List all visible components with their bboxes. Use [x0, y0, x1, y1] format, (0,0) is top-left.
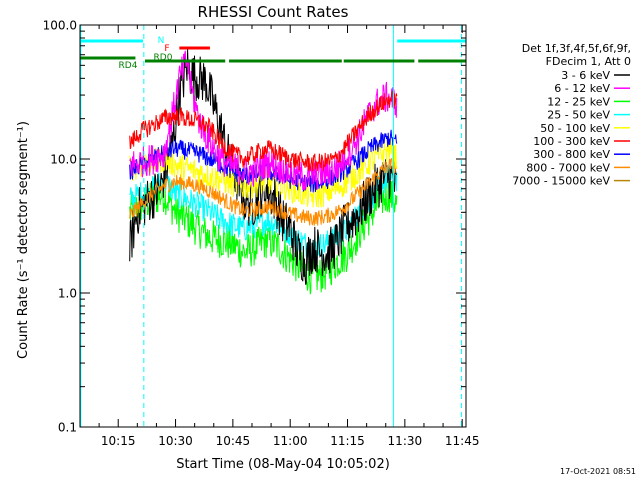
axes: 0.1 1.0 10.0 100.0 10:15 10:30 10:45 11:00 11:15… — [43, 19, 480, 449]
y-tick-label-4: 100.0 — [43, 19, 77, 33]
y-tick-label-2: 1.0 — [58, 287, 77, 301]
y-tick-label-1: 0.1 — [58, 421, 77, 435]
status-bar-label-rd0: RD0 — [154, 53, 173, 63]
legend-entry-label-5: 50 - 100 keV — [540, 122, 610, 135]
y-tick-label-3: 10.0 — [50, 153, 77, 167]
legend-entry-label-4: 25 - 50 keV — [547, 109, 610, 122]
series-line-3 — [129, 177, 398, 295]
status-bar-label-f: F — [164, 44, 169, 54]
series-line-6 — [129, 90, 398, 172]
data-layer — [129, 49, 398, 295]
legend-entry-label-7: 300 - 800 keV — [533, 148, 610, 161]
legend: Det 1f,3f,4f,5f,6f,9f, FDecim 1, Att 0 3… — [512, 42, 631, 188]
series-line-8 — [129, 157, 398, 226]
status-bar-label-n: N — [158, 36, 165, 46]
x-axis-label: Start Time (08-May-04 10:05:02) — [176, 457, 390, 472]
status-bar-label-rd4: RD4 — [119, 61, 138, 71]
x-tick-label-3: 10:45 — [216, 434, 251, 448]
footer-timestamp: 17-Oct-2021 08:51 — [560, 467, 636, 476]
x-tick-label-4: 11:00 — [273, 434, 308, 448]
x-tick-label-2: 10:30 — [158, 434, 193, 448]
legend-entry-label-3: 12 - 25 keV — [547, 95, 610, 108]
x-tick-label-5: 11:15 — [330, 434, 365, 448]
legend-entry-label-8: 800 - 7000 keV — [526, 161, 610, 174]
y-axis-label: Count Rate (s⁻¹ detector segment⁻¹) — [16, 121, 31, 359]
chart-title: RHESSI Count Rates — [198, 3, 349, 21]
legend-entry-label-6: 100 - 300 keV — [533, 135, 610, 148]
plot-frame — [79, 24, 467, 428]
legend-header-line-2: FDecim 1, Att 0 — [546, 55, 631, 68]
legend-entry-label-2: 6 - 12 keV — [554, 82, 610, 95]
legend-entry-label-9: 7000 - 15000 keV — [512, 175, 610, 188]
legend-header-line-1: Det 1f,3f,4f,5f,6f,9f, — [522, 42, 631, 55]
vertical-time-markers — [80, 25, 462, 427]
x-tick-label-1: 10:15 — [101, 434, 136, 448]
legend-entry-label-1: 3 - 6 keV — [561, 69, 610, 82]
x-tick-label-6: 11:30 — [388, 434, 423, 448]
x-tick-label-7: 11:45 — [445, 434, 480, 448]
